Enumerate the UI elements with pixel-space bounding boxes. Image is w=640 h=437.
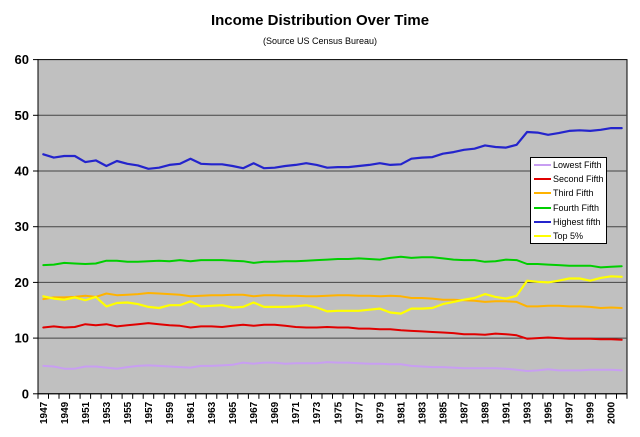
- svg-text:1997: 1997: [565, 401, 576, 424]
- svg-text:60: 60: [15, 52, 29, 67]
- svg-text:1987: 1987: [460, 401, 471, 424]
- svg-text:1963: 1963: [207, 401, 218, 424]
- svg-text:1983: 1983: [417, 401, 428, 424]
- svg-text:1977: 1977: [354, 401, 365, 424]
- svg-text:1971: 1971: [291, 401, 302, 424]
- svg-text:1947: 1947: [39, 401, 50, 424]
- svg-text:1993: 1993: [523, 401, 534, 424]
- svg-text:1955: 1955: [123, 401, 134, 424]
- svg-text:40: 40: [15, 164, 29, 179]
- svg-text:1981: 1981: [396, 401, 407, 424]
- svg-text:1961: 1961: [186, 401, 197, 424]
- svg-text:1949: 1949: [60, 401, 71, 424]
- svg-text:1965: 1965: [228, 401, 239, 424]
- svg-text:1973: 1973: [312, 401, 323, 424]
- svg-text:1985: 1985: [438, 401, 449, 424]
- svg-text:1989: 1989: [481, 401, 492, 424]
- svg-text:1995: 1995: [544, 401, 555, 424]
- svg-text:20: 20: [15, 275, 29, 290]
- svg-text:1999: 1999: [586, 401, 597, 424]
- svg-text:50: 50: [15, 108, 29, 123]
- svg-text:1975: 1975: [333, 401, 344, 424]
- svg-text:1991: 1991: [502, 401, 513, 424]
- svg-text:10: 10: [15, 331, 29, 346]
- svg-text:1951: 1951: [81, 401, 92, 424]
- svg-text:1967: 1967: [249, 401, 260, 424]
- svg-text:1957: 1957: [144, 401, 155, 424]
- svg-text:0: 0: [22, 386, 29, 401]
- svg-text:1979: 1979: [375, 401, 386, 424]
- svg-text:2000: 2000: [607, 401, 618, 424]
- svg-text:1969: 1969: [270, 401, 281, 424]
- svg-text:1953: 1953: [102, 401, 113, 424]
- svg-text:30: 30: [15, 219, 29, 234]
- svg-text:1959: 1959: [165, 401, 176, 424]
